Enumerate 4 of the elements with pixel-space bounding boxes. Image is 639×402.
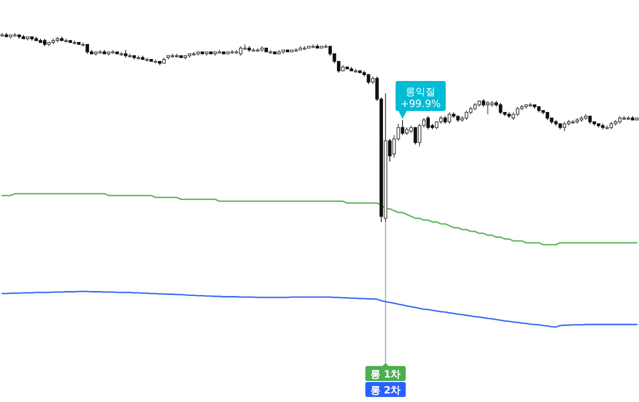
annotation: 롱 2차 <box>365 382 406 397</box>
annotation: 롱익절 +99.9% <box>396 80 446 119</box>
annotation: 롱익절 +99.9% <box>400 86 441 110</box>
annotation: 롱 1차 <box>365 363 406 381</box>
